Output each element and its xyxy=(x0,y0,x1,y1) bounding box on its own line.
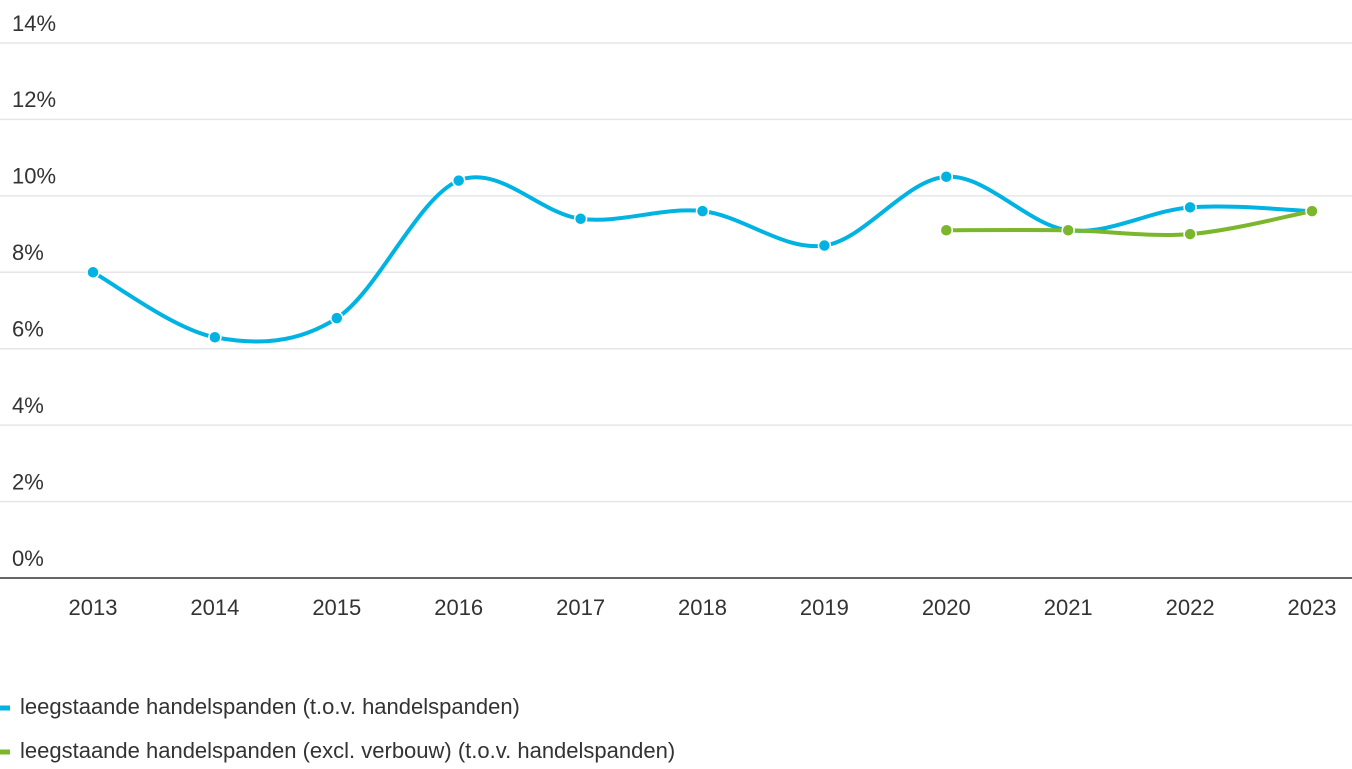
data-point xyxy=(330,311,344,325)
y-tick-label: 2% xyxy=(12,469,44,494)
x-tick-label: 2020 xyxy=(922,595,971,620)
data-point xyxy=(86,265,100,280)
x-tick-label: 2023 xyxy=(1288,595,1337,620)
y-tick-label: 14% xyxy=(12,11,56,36)
x-tick-label: 2015 xyxy=(312,595,361,620)
data-point xyxy=(573,212,588,226)
series-line xyxy=(944,209,1314,237)
data-point xyxy=(208,330,222,344)
data-point xyxy=(695,204,710,218)
x-tick-label: 2019 xyxy=(800,595,849,620)
y-tick-label: 0% xyxy=(12,546,44,571)
legend-swatch xyxy=(0,749,10,755)
y-tick-label: 4% xyxy=(12,393,44,418)
data-point xyxy=(939,170,954,184)
data-point xyxy=(1183,200,1197,215)
legend-label: leegstaande handelspanden (t.o.v. handel… xyxy=(20,694,520,719)
data-point xyxy=(1183,227,1197,241)
x-tick-label: 2018 xyxy=(678,595,727,620)
x-tick-label: 2013 xyxy=(69,595,118,620)
legend-swatch xyxy=(0,705,10,711)
data-point xyxy=(1061,223,1075,237)
data-point xyxy=(451,173,466,188)
x-tick-label: 2022 xyxy=(1166,595,1215,620)
data-point xyxy=(1305,204,1319,218)
legend-label: leegstaande handelspanden (excl. verbouw… xyxy=(20,738,675,763)
y-tick-label: 6% xyxy=(12,317,44,342)
x-tick-label: 2014 xyxy=(190,595,239,620)
data-point xyxy=(939,223,954,237)
series-line xyxy=(91,174,1314,344)
x-tick-label: 2021 xyxy=(1044,595,1093,620)
y-tick-label: 8% xyxy=(12,240,44,265)
data-point xyxy=(817,238,832,253)
y-tick-label: 12% xyxy=(12,87,56,112)
y-tick-label: 10% xyxy=(12,164,56,189)
x-tick-label: 2016 xyxy=(434,595,483,620)
x-tick-label: 2017 xyxy=(556,595,605,620)
